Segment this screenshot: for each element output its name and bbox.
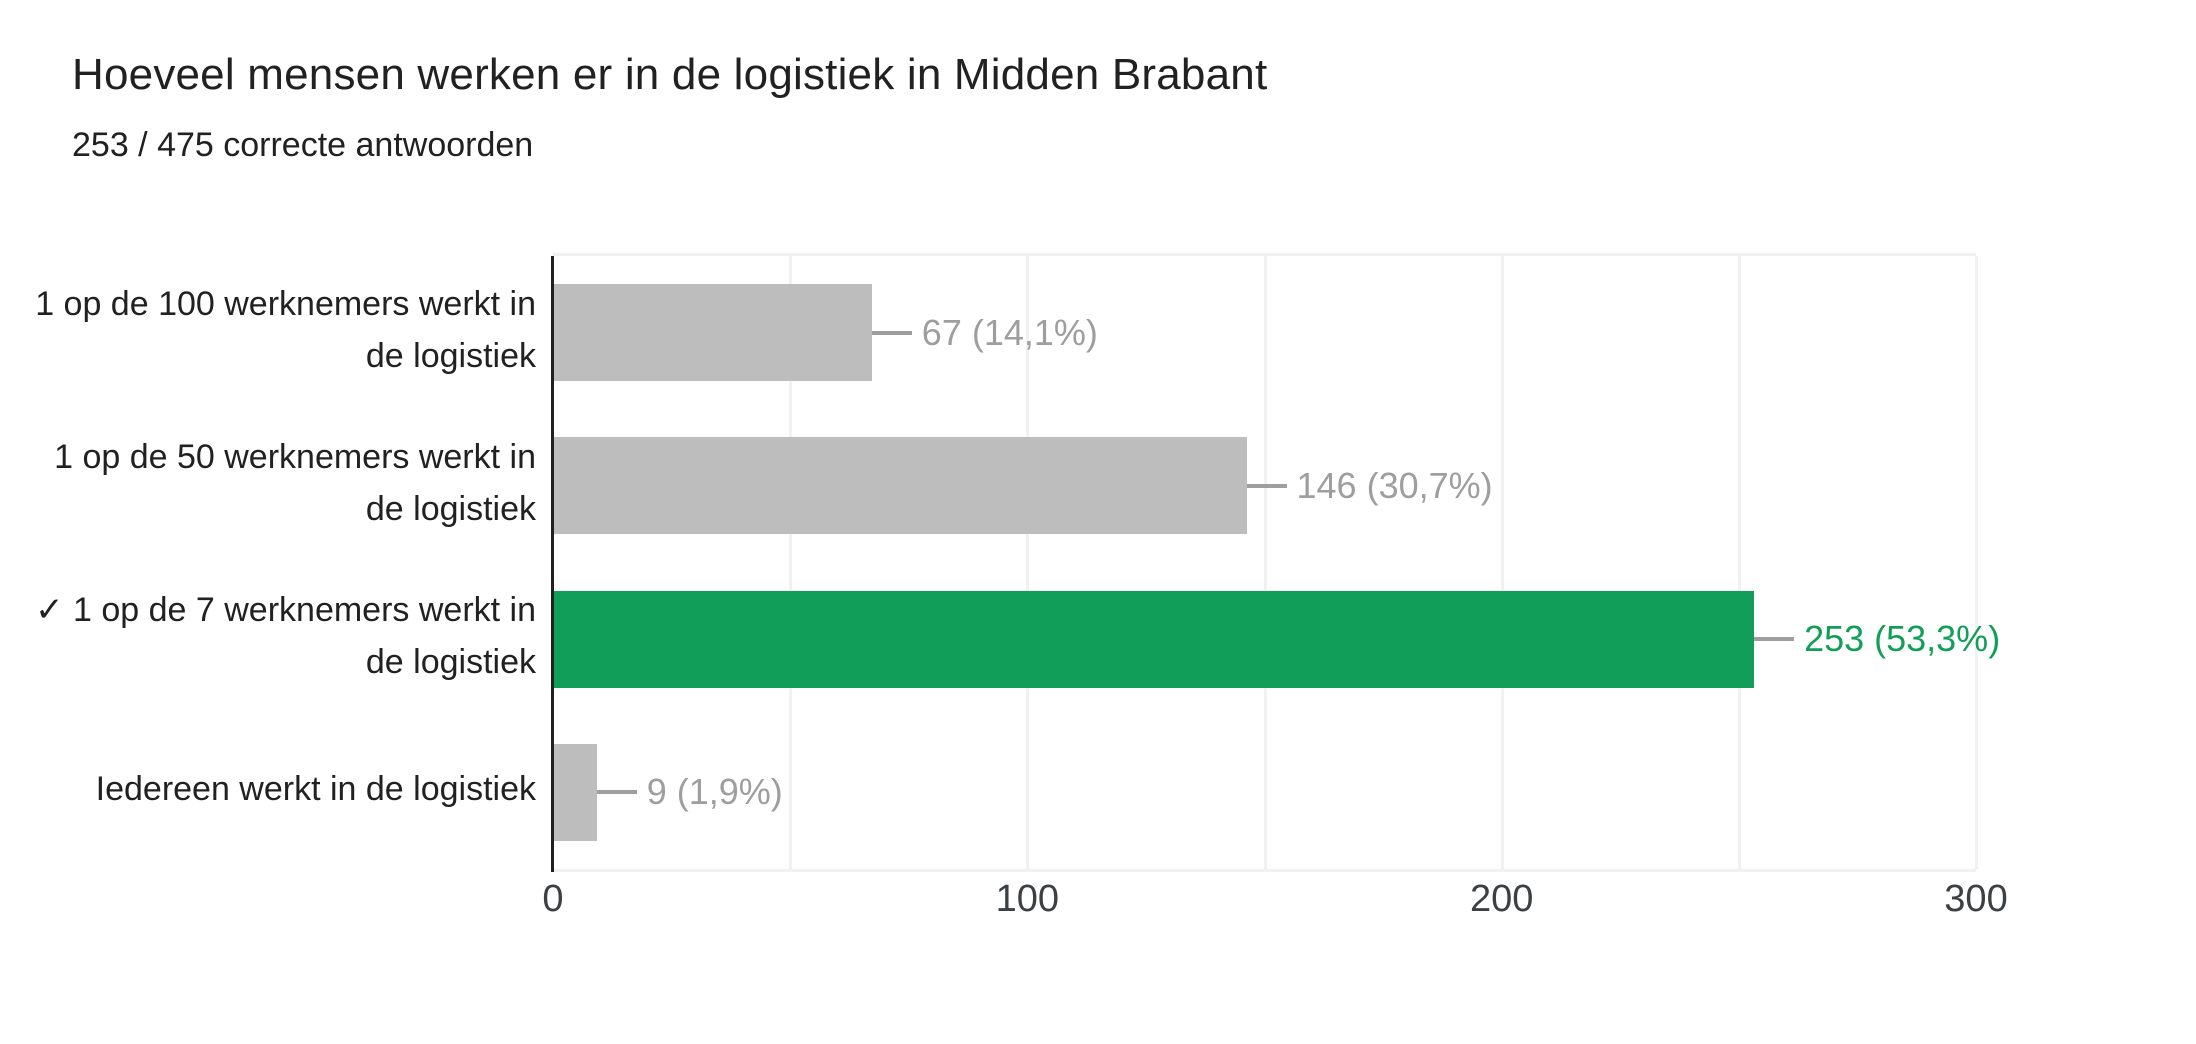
question-title: Hoeveel mensen werken er in de logistiek… — [72, 50, 1268, 99]
bar-correct-answer[interactable] — [554, 590, 1755, 688]
category-label-line: de logistiek — [365, 489, 536, 528]
x-axis-tick-label: 300 — [1944, 878, 2008, 920]
x-axis-tick-label: 0 — [542, 878, 564, 920]
category-labels-column: 1 op de 100 werknemers werkt in de logist… — [12, 253, 536, 866]
value-label: 253 (53,3%) — [1804, 618, 2001, 660]
x-axis-tick-label: 100 — [995, 878, 1060, 920]
value-connector-line — [596, 790, 637, 795]
category-label-line: Iedereen werkt in de logistiek — [95, 770, 536, 809]
x-axis-tick-label: 200 — [1469, 878, 1534, 920]
y-axis-line — [551, 256, 554, 872]
gridline — [1263, 256, 1267, 869]
gridline — [1737, 256, 1741, 869]
gridline — [1975, 256, 1978, 869]
category-label: Iedereen werkt in de logistiek — [12, 713, 536, 866]
value-connector-line — [1754, 637, 1795, 642]
category-label-line: de logistiek — [365, 336, 536, 375]
value-connector-line — [871, 330, 912, 335]
category-label-line: de logistiek — [365, 643, 536, 682]
category-label-correct-answer: ✓ 1 op de 7 werknemers werkt in de logist… — [12, 560, 536, 713]
gridline — [789, 256, 793, 869]
value-label: 146 (30,7%) — [1296, 464, 1493, 506]
category-label-line: 1 op de 100 werknemers werkt in — [35, 284, 536, 323]
value-connector-line — [1246, 483, 1287, 488]
category-label-line: ✓ 1 op de 7 werknemers werkt in — [35, 591, 536, 630]
gridline — [1026, 256, 1030, 869]
gridline — [1500, 256, 1504, 869]
bar-chart-plot-area: 67 (14,1%) 146 (30,7%) 253 (53,3%) 9 (1,9%) — [551, 253, 2000, 872]
x-axis: 0 100 200 300 — [542, 878, 2007, 930]
category-label: 1 op de 50 werknemers werkt in de logisti… — [12, 406, 536, 559]
value-label: 67 (14,1%) — [921, 311, 1098, 353]
correct-answers-count: 253 / 475 correcte antwoorden — [72, 126, 534, 164]
category-label-line: 1 op de 50 werknemers werkt in — [54, 437, 536, 476]
category-label: 1 op de 100 werknemers werkt in de logist… — [12, 253, 536, 406]
bar[interactable] — [554, 284, 872, 382]
bar[interactable] — [554, 743, 597, 841]
value-label: 9 (1,9%) — [646, 771, 783, 813]
bar[interactable] — [554, 437, 1247, 535]
